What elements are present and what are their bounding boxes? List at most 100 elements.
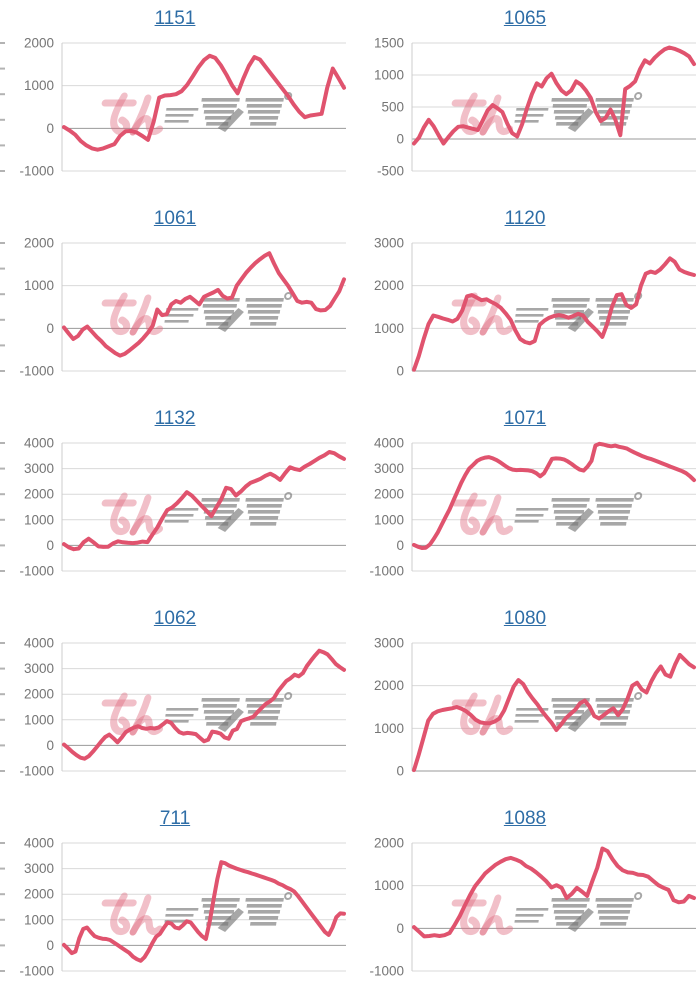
cropped-axis-tick [0,67,5,70]
chart-title-link[interactable]: 1062 [153,608,197,629]
y-tick-label: 2000 [24,887,54,902]
y-tick-label: -1000 [19,164,54,179]
cropped-axis-tick [0,242,5,244]
chart-title-row: 711 [0,800,350,830]
chart-title-link[interactable]: 1061 [153,208,197,229]
y-tick-label: 1000 [374,512,404,527]
chart-grid-layer: 2000 1000 0 -1000 [369,836,696,979]
y-tick-label: 2000 [24,36,54,51]
chart-cell: 1132 4000 3000 2000 1000 0 -1000 [0,400,350,600]
cropped-axis-tick [0,867,5,870]
chart-plot-area: 2000 1000 0 -1000 [0,230,350,398]
y-tick-label: 1000 [374,321,404,336]
y-tick-label: 4000 [374,436,404,451]
y-tick-label: 3000 [374,461,404,476]
y-tick-label: 2000 [24,487,54,502]
chart-cell: 1071 4000 3000 2000 1000 0 -1000 [350,400,700,600]
cropped-axis-tick [0,970,5,972]
chart-plot-area: 4000 3000 2000 1000 0 -1000 [0,430,350,598]
cropped-axis-tick [0,267,5,270]
chart-title-row: 1151 [0,0,350,30]
cropped-axis-tick [0,842,5,844]
y-tick-label: -1000 [19,964,54,979]
cropped-axis-tick [0,493,5,496]
y-tick-label: 0 [46,938,54,953]
cropped-axis-tick [0,370,5,372]
chart-plot-area: 3000 2000 1000 0 [350,630,700,798]
chart-cell: 1080 3000 2000 1000 0 [350,600,700,800]
y-tick-label: 0 [46,738,54,753]
y-tick-label: -1000 [369,964,404,979]
y-tick-label: 2000 [24,236,54,251]
y-tick-label: 2000 [374,836,404,851]
chart-title-link[interactable]: 1088 [503,808,547,829]
y-tick-label: 3000 [24,661,54,676]
cropped-axis-tick [0,318,5,321]
cropped-axis-tick [0,293,5,296]
cropped-axis-tick [0,544,5,547]
cropped-axis-tick [0,667,5,670]
y-tick-label: 4000 [24,636,54,651]
y-tick-label: 3000 [24,461,54,476]
cropped-axis-tick [0,718,5,721]
cropped-axis-tick [0,693,5,696]
chart-title-row: 1061 [0,200,350,230]
y-tick-label: 1000 [24,78,54,93]
chart-title-link[interactable]: 1151 [154,8,196,29]
chart-grid-layer: 3000 2000 1000 0 [374,636,696,779]
chart-grid-layer: 4000 3000 2000 1000 0 -1000 [0,836,346,979]
chart-cell: 1062 4000 3000 2000 1000 0 -1000 [0,600,350,800]
chart-grid-layer: 4000 3000 2000 1000 0 -1000 [0,636,346,779]
y-tick-label: 1000 [374,68,404,83]
chart-cell: 1061 2000 1000 0 -1000 [0,200,350,400]
y-tick-label: 4000 [24,836,54,851]
cropped-axis-tick [0,642,5,644]
chart-plot-area: 4000 3000 2000 1000 0 -1000 [350,430,700,598]
chart-grid-layer: 1500 1000 500 0 -500 [374,36,696,179]
chart-title-row: 1120 [350,200,700,230]
cropped-axis-tick [0,570,5,572]
cropped-axis-tick [0,744,5,747]
chart-title-row: 1065 [350,0,700,30]
chart-title-link[interactable]: 711 [159,808,191,829]
y-tick-label: 0 [46,538,54,553]
chart-title-link[interactable]: 1120 [504,208,546,229]
y-tick-label: 0 [396,538,404,553]
y-tick-label: 2000 [374,487,404,502]
cropped-axis-tick [0,467,5,470]
y-tick-label: 3000 [374,636,404,651]
chart-grid-layer: 2000 1000 0 -1000 [0,36,346,179]
y-tick-label: -1000 [19,564,54,579]
chart-title-row: 1062 [0,600,350,630]
y-tick-label: 4000 [24,436,54,451]
cropped-axis-tick [0,42,5,44]
chart-cell: 711 4000 3000 2000 1000 0 -1000 [0,800,350,1000]
y-tick-label: -1000 [369,564,404,579]
y-tick-label: 2000 [374,678,404,693]
y-tick-label: 500 [381,100,404,115]
y-tick-label: 1000 [24,712,54,727]
chart-cell: 1120 3000 2000 1000 0 [350,200,700,400]
y-tick-label: 1000 [24,512,54,527]
chart-title-link[interactable]: 1132 [154,408,196,429]
chart-grid-layer: 3000 2000 1000 0 [374,236,696,379]
cropped-axis-tick [0,170,5,172]
chart-title-row: 1080 [350,600,700,630]
y-tick-label: 0 [396,132,404,147]
chart-title-link[interactable]: 1080 [503,608,547,629]
y-tick-label: 2000 [374,278,404,293]
chart-plot-area: 4000 3000 2000 1000 0 -1000 [0,630,350,798]
y-tick-label: 0 [46,121,54,136]
y-tick-label: 2000 [24,687,54,702]
y-tick-label: 3000 [374,236,404,251]
chart-title-row: 1132 [0,400,350,430]
chart-plot-area: 3000 2000 1000 0 [350,230,700,398]
chart-title-link[interactable]: 1065 [503,8,547,29]
chart-cell: 1065 1500 1000 500 0 -500 [350,0,700,200]
y-tick-label: 0 [396,364,404,379]
y-tick-label: 1000 [374,721,404,736]
chart-grid-layer: 2000 1000 0 -1000 [0,236,346,379]
cropped-axis-tick [0,93,5,96]
chart-title-link[interactable]: 1071 [503,408,547,429]
chart-plot-area: 2000 1000 0 -1000 [0,30,350,198]
